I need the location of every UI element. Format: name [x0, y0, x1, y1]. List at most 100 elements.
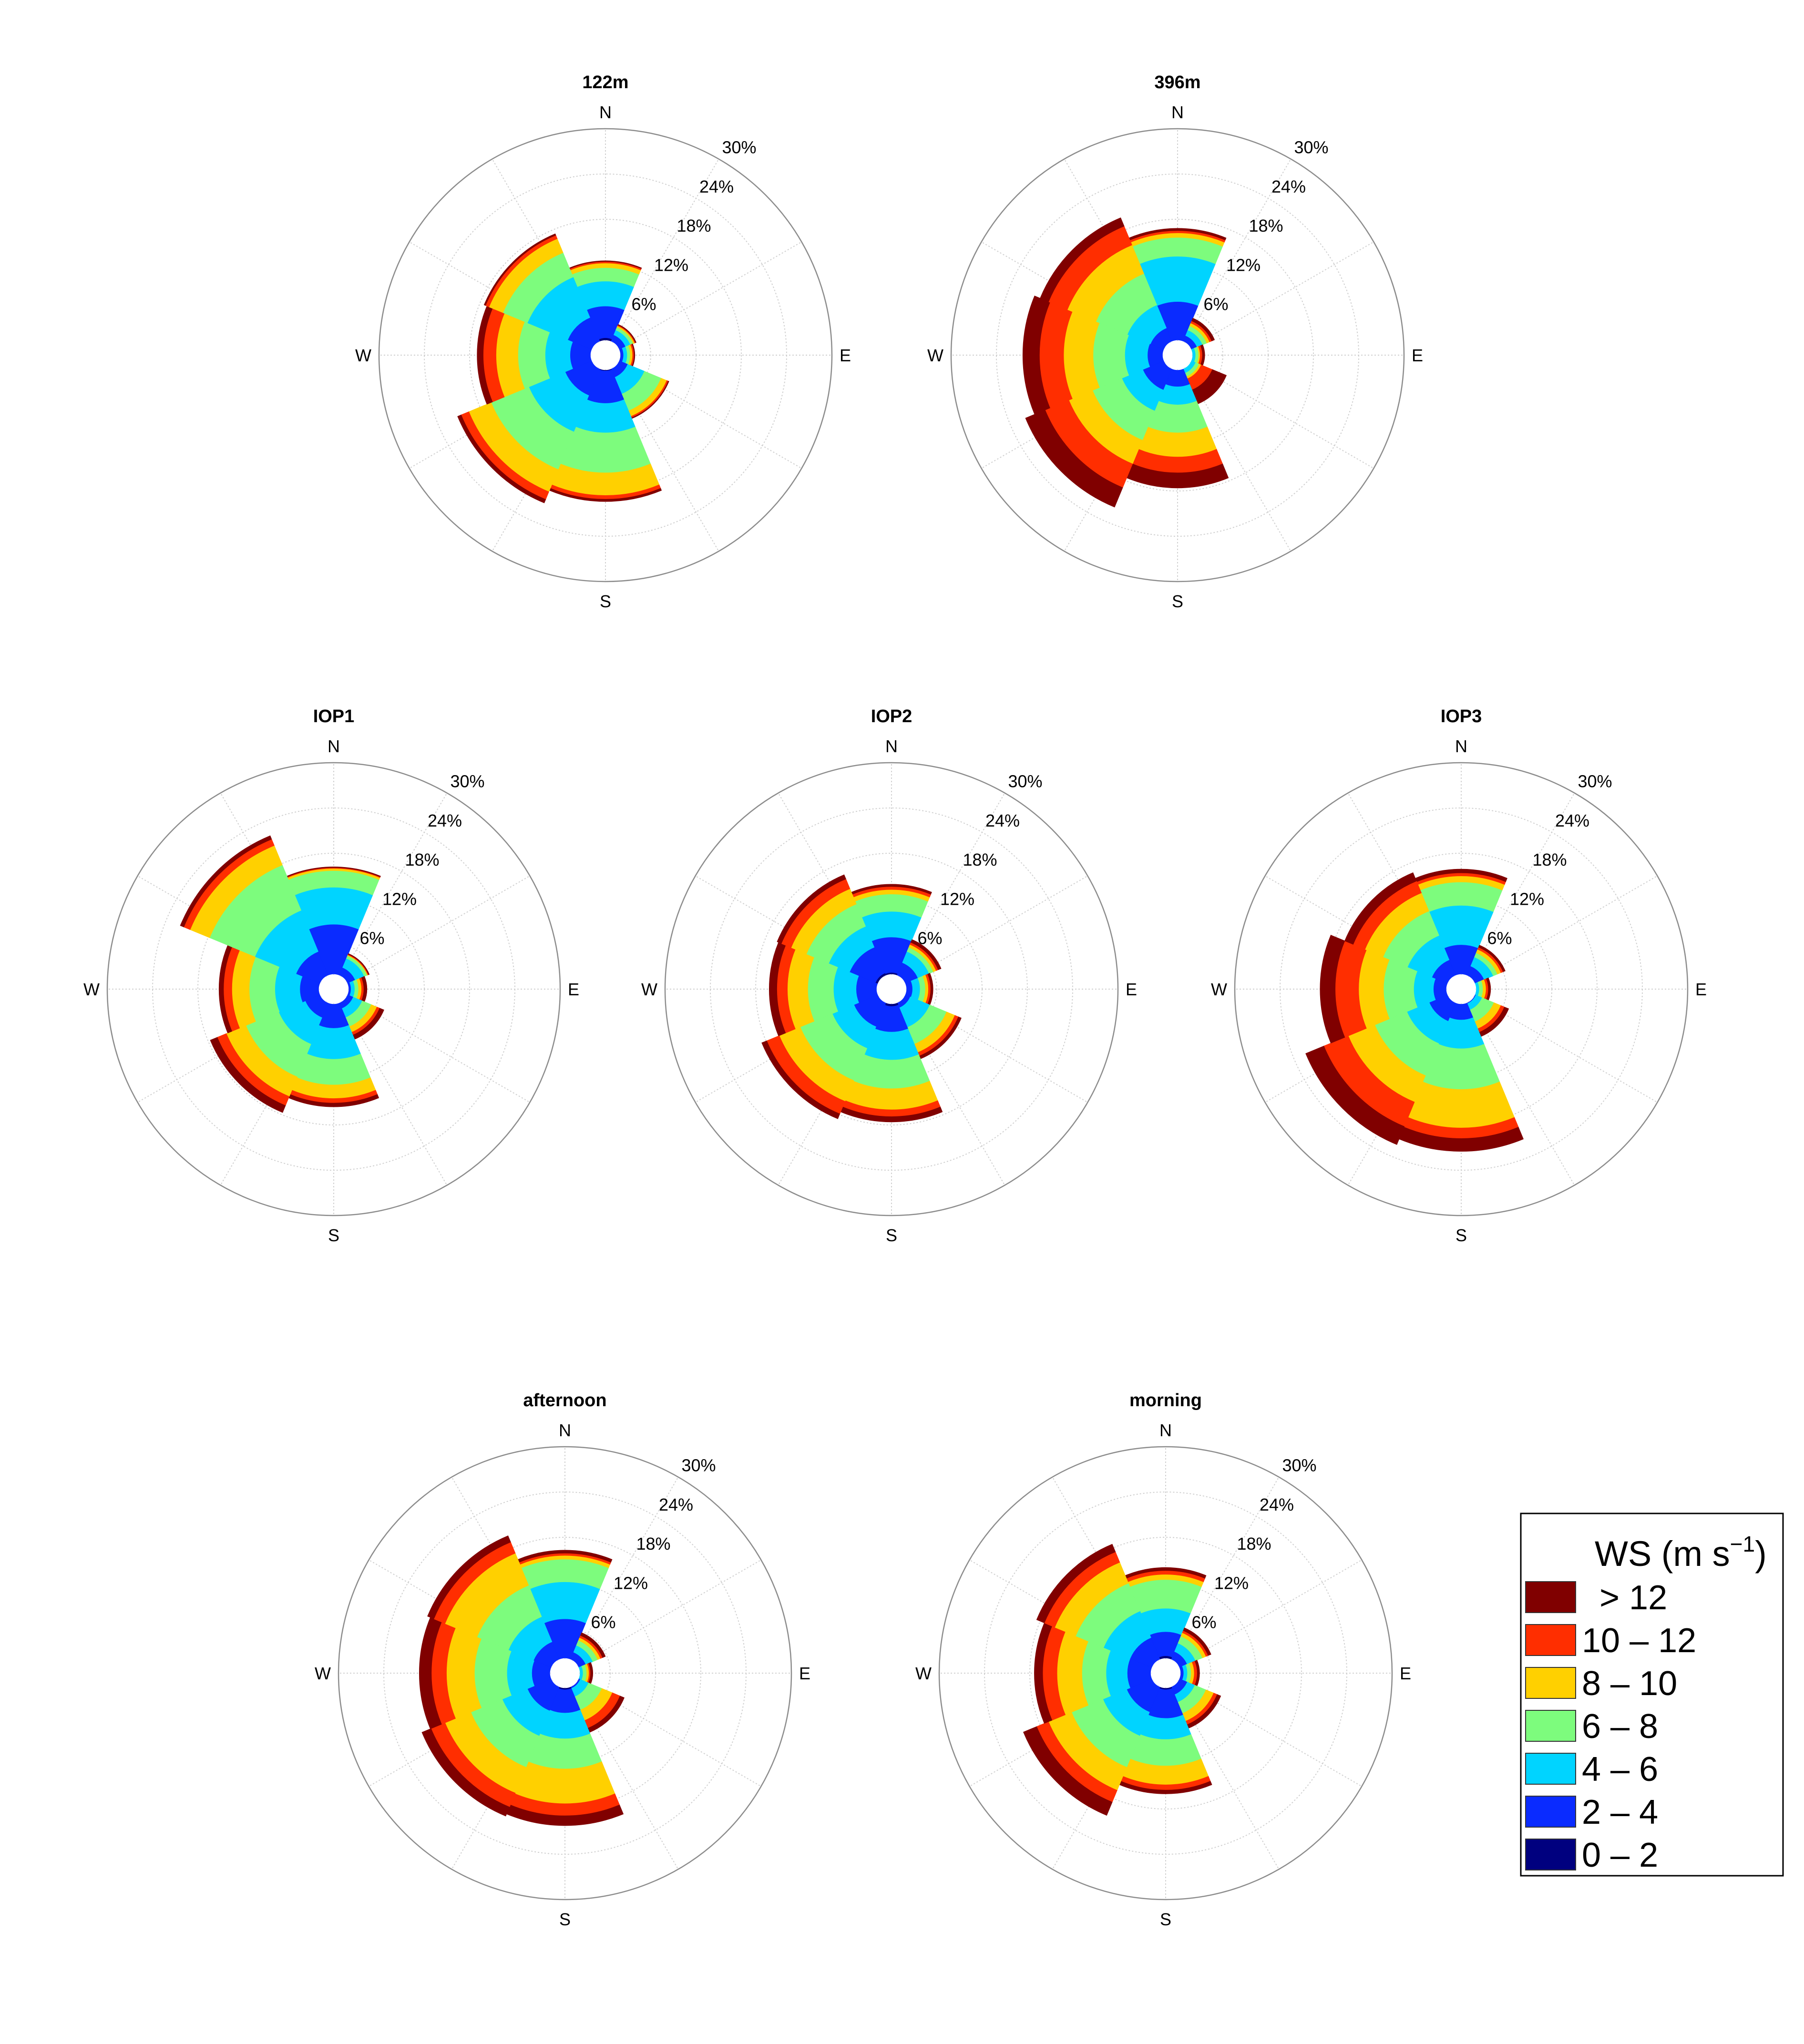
- wedge-S: [549, 368, 662, 502]
- bar-NW-bin-6: [1036, 1543, 1116, 1624]
- wedge-NE: [1466, 945, 1506, 984]
- cardinal-label-N: N: [1171, 102, 1184, 122]
- bar-NE-bin-6: [910, 939, 942, 971]
- legend-swatch: [1525, 1581, 1576, 1613]
- bar-NE-bin-6: [348, 953, 370, 975]
- ring-label: 18%: [405, 850, 440, 869]
- wedge-NW: [777, 874, 886, 984]
- ring-label: 18%: [1249, 216, 1283, 235]
- ring-label: 30%: [1294, 138, 1329, 157]
- ring-label: 30%: [1008, 772, 1043, 791]
- wedge-E: [1475, 977, 1491, 1001]
- outer-ring: [664, 762, 1119, 1216]
- wedge-NE: [897, 939, 942, 984]
- bar-N-bin-6: [287, 866, 381, 878]
- ring-label: 6%: [1487, 929, 1512, 948]
- cardinal-label-E: E: [840, 346, 851, 365]
- ring-label: 12%: [1214, 1573, 1249, 1593]
- bar-SW-bin-6: [457, 414, 546, 503]
- outer-ring: [938, 1446, 1393, 1901]
- wedge-SE: [1183, 360, 1227, 405]
- ring-label: 24%: [985, 811, 1020, 830]
- panel-title: IOP3: [1441, 706, 1482, 726]
- ring-label: 18%: [1237, 1534, 1271, 1553]
- bar-SW-bin-6: [761, 1040, 840, 1119]
- wedge-NE: [570, 1632, 606, 1668]
- cardinal-label-W: W: [1211, 980, 1227, 999]
- wind-rose-panels: 6% 12% 18% 24% 30% N S E W 122m 6% 12% 18% 24% 30% N S E W…: [83, 72, 1707, 1929]
- ring-label: 30%: [451, 772, 485, 791]
- cardinal-label-E: E: [1126, 980, 1137, 999]
- grid-spoke: [605, 159, 719, 356]
- ring-label: 12%: [1226, 255, 1261, 275]
- bar-S-bin-2: [1140, 1715, 1191, 1740]
- ring-label: 30%: [682, 1456, 716, 1475]
- outer-ring: [106, 762, 561, 1216]
- bar-W-bin-3: [474, 1638, 512, 1708]
- bar-E-bin-1: [905, 981, 913, 998]
- wedge-S: [1399, 1002, 1524, 1152]
- cardinal-label-E: E: [1400, 1664, 1411, 1683]
- legend-swatch: [1525, 1753, 1576, 1785]
- wedge-E: [1179, 1660, 1200, 1686]
- legend: WS (m s−1) > 12 10 – 12 8 – 10 6 – 8 4 – 6 2 …: [1520, 1513, 1784, 1877]
- wedge-SW: [457, 360, 600, 503]
- wedge-E: [578, 1662, 594, 1685]
- bar-NE-bin-6: [1478, 945, 1506, 972]
- bar-W-bin-3: [807, 957, 839, 1022]
- cardinal-label-N: N: [1159, 1421, 1172, 1440]
- bar-N-bin-2: [576, 281, 635, 310]
- bar-NW-bin-6: [427, 1535, 511, 1619]
- ring-label: 6%: [632, 295, 656, 314]
- ring-label: 6%: [918, 929, 943, 948]
- grid-ring: [755, 853, 1028, 1125]
- panel-title: IOP1: [313, 706, 355, 726]
- ring-label: 24%: [1271, 177, 1306, 196]
- wedge-N: [569, 260, 642, 342]
- cardinal-label-S: S: [328, 1226, 339, 1245]
- wedge-SW: [1305, 994, 1456, 1145]
- bar-NE-bin-6: [1183, 1627, 1211, 1656]
- bar-N-bin-6: [569, 260, 642, 269]
- cardinal-label-N: N: [599, 102, 612, 122]
- grid-spoke: [605, 241, 802, 356]
- ring-label: 12%: [382, 889, 417, 909]
- wedge-NW: [1036, 1543, 1160, 1668]
- cardinal-label-N: N: [328, 736, 340, 756]
- wedge-N: [287, 866, 381, 976]
- wedge-SE: [339, 994, 384, 1040]
- cardinal-label-W: W: [315, 1664, 331, 1683]
- grid-ring: [1041, 219, 1314, 491]
- legend-label: 10 – 12: [1582, 1622, 1696, 1660]
- ring-label: 6%: [591, 1613, 616, 1632]
- cardinal-label-S: S: [559, 1910, 571, 1929]
- ring-label: 18%: [636, 1534, 671, 1553]
- bar-N-bin-6: [517, 1550, 613, 1563]
- center-hole: [550, 1658, 580, 1688]
- cardinal-label-E: E: [1412, 346, 1423, 365]
- legend-label: > 12: [1599, 1579, 1667, 1617]
- cardinal-label-W: W: [355, 346, 371, 365]
- wedge-SE: [611, 360, 669, 419]
- legend-label: 6 – 8: [1582, 1707, 1658, 1746]
- center-hole: [1163, 340, 1192, 370]
- ring-label: 12%: [654, 255, 688, 275]
- wedge-N: [1125, 1567, 1207, 1660]
- center-hole: [877, 974, 906, 1004]
- legend-label: 4 – 6: [1582, 1750, 1658, 1788]
- wedge-NW: [483, 233, 600, 350]
- bar-W-bin-6: [1320, 935, 1345, 1043]
- wind-rose-IOP3: 6% 12% 18% 24% 30% N S E W IOP3: [1211, 706, 1707, 1245]
- wedge-SW: [210, 994, 328, 1113]
- bar-W-bin-3: [517, 321, 550, 389]
- legend-label: 8 – 10: [1582, 1665, 1677, 1703]
- ring-label: 6%: [1204, 295, 1229, 314]
- wedge-NE: [339, 953, 370, 984]
- cardinal-label-E: E: [568, 980, 579, 999]
- panel-title: 396m: [1154, 72, 1200, 92]
- wind-rose-122m: 6% 12% 18% 24% 30% N S E W 122m: [355, 72, 851, 611]
- ring-label: 24%: [699, 177, 734, 196]
- bar-NW-bin-6: [483, 233, 556, 306]
- center-hole: [1446, 974, 1476, 1004]
